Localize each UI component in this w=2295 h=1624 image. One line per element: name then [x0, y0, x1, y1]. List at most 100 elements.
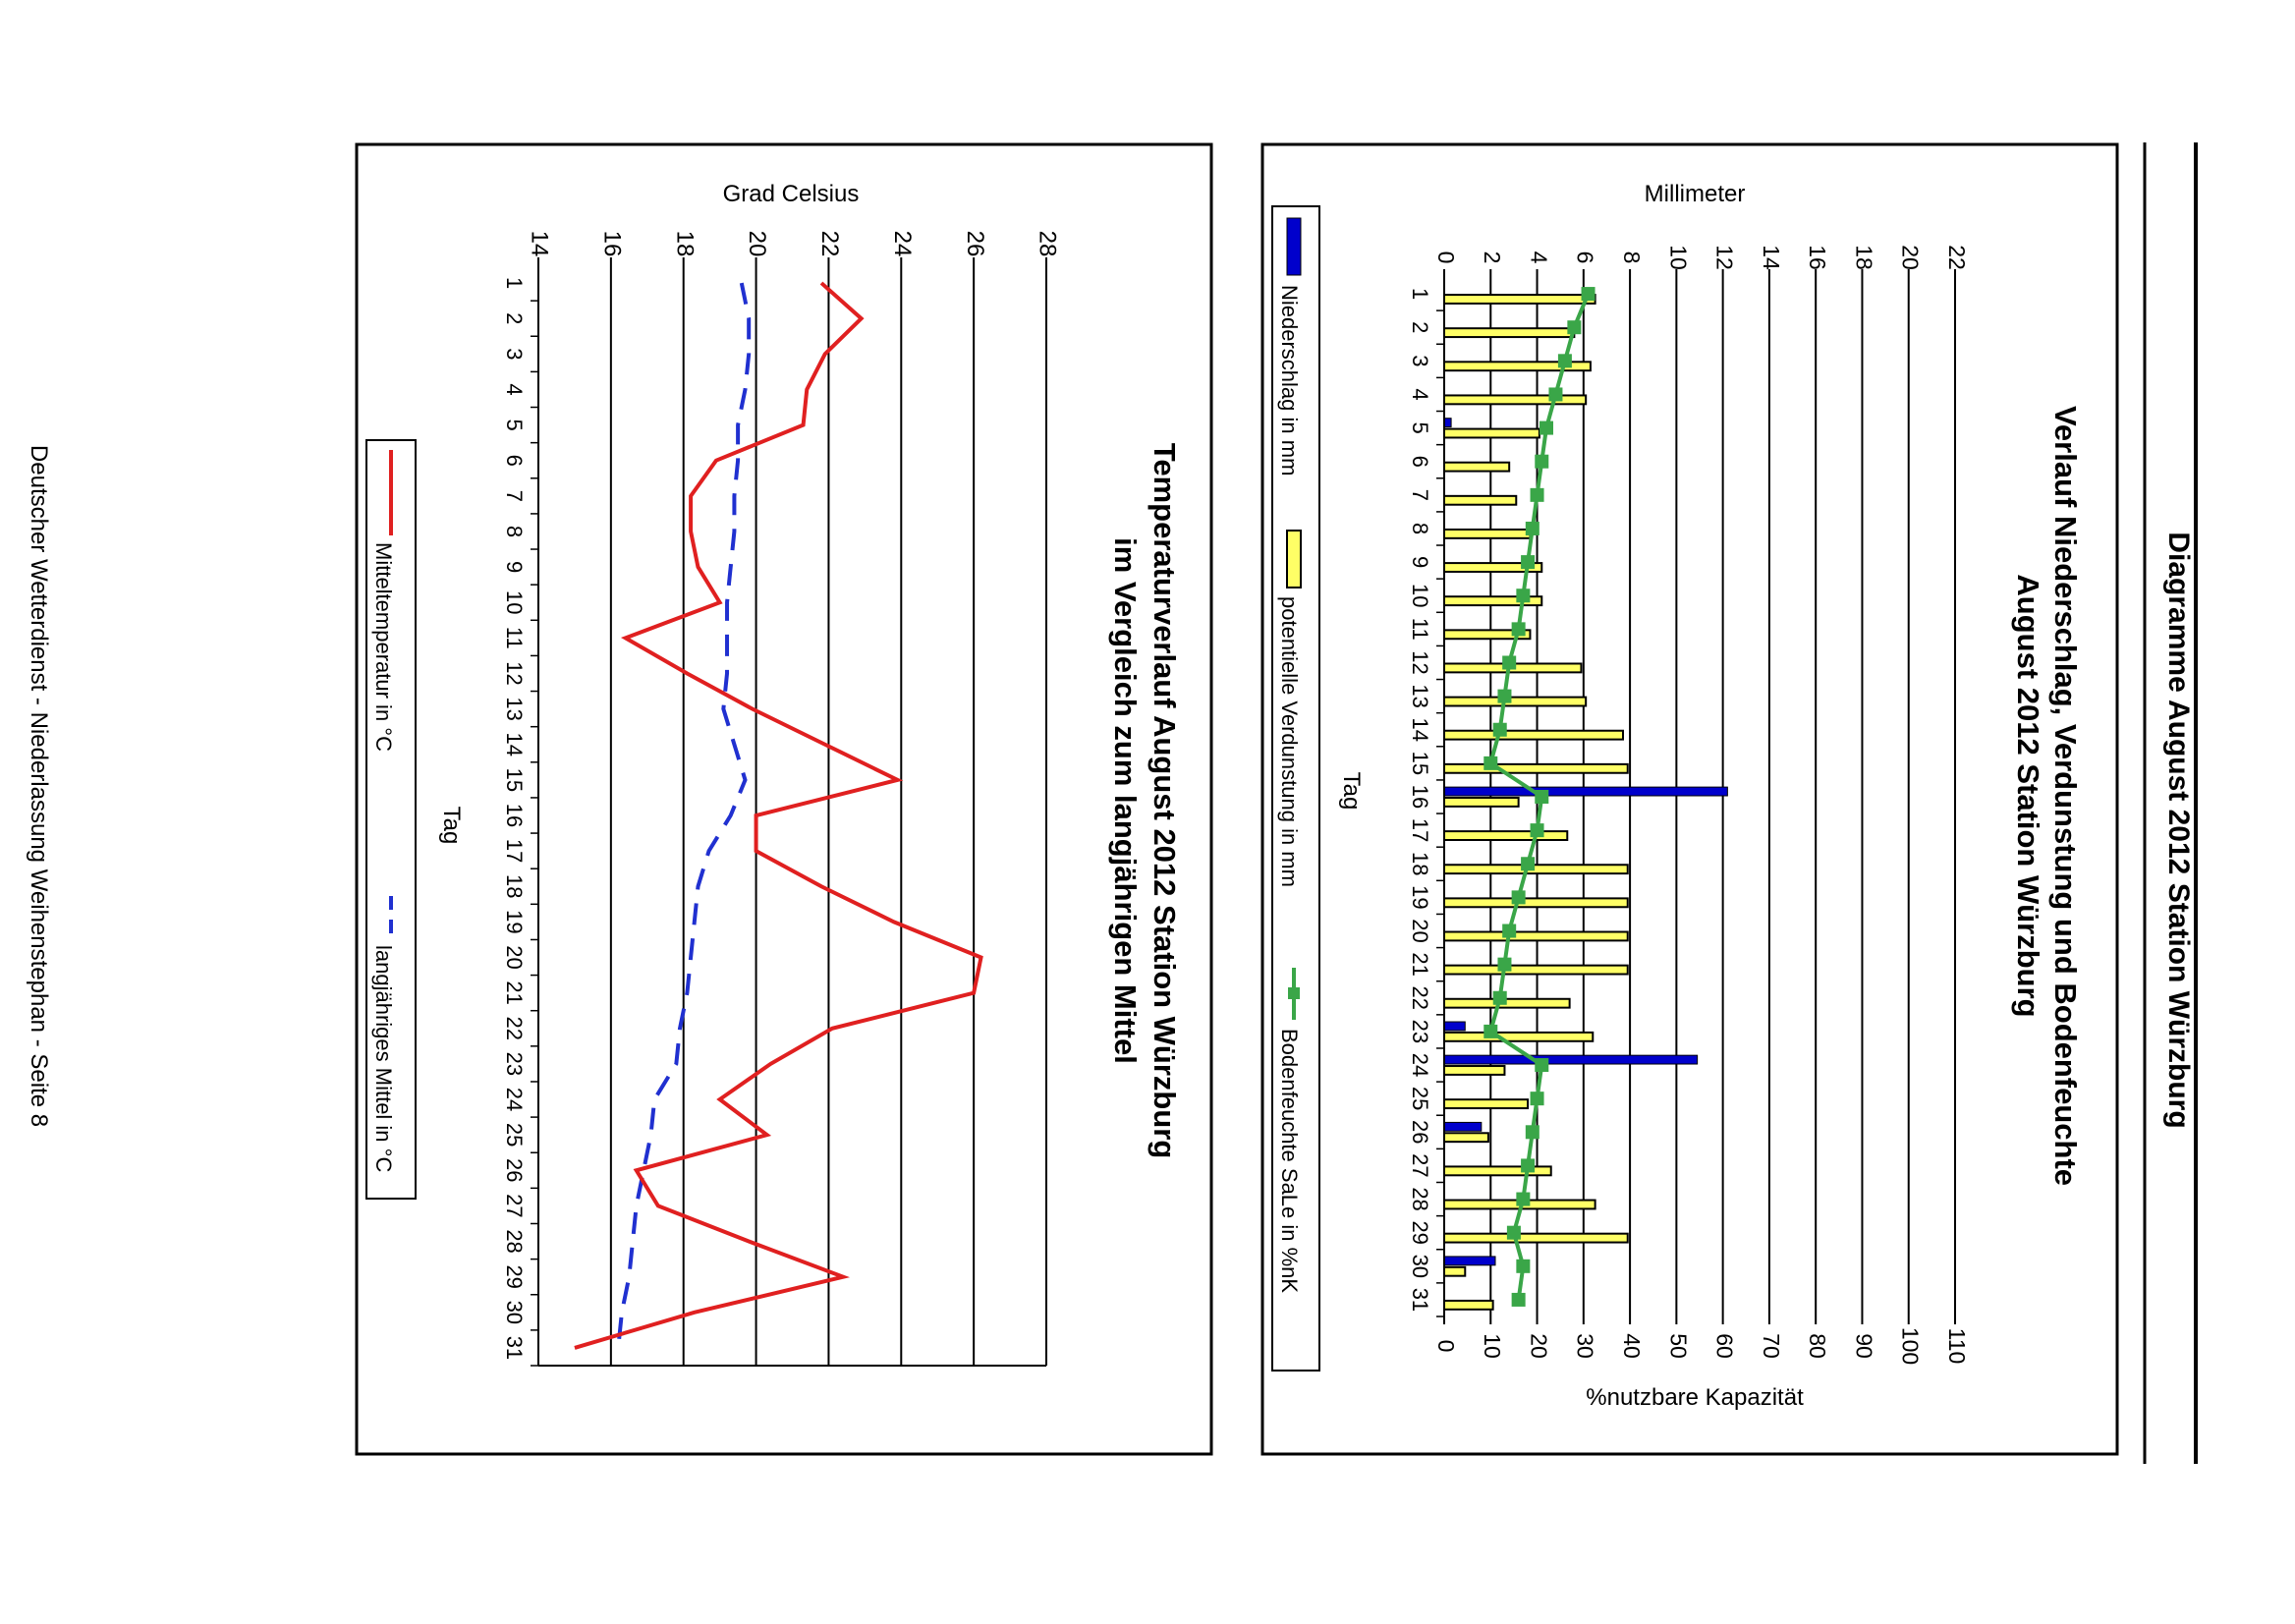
chart1-day-label: 25 [1408, 1087, 1432, 1110]
precip-bar [1443, 1121, 1483, 1132]
chart1-day-label: 1 [1408, 288, 1432, 300]
chart1-day-label: 22 [1408, 986, 1432, 1010]
chart1-day-label: 8 [1408, 523, 1432, 534]
chart1-y2label: %nutzbare Kapazität [1586, 1384, 1804, 1411]
chart1-day-label: 2 [1408, 321, 1432, 333]
evap-bar [1443, 696, 1588, 707]
evap-bar [1443, 897, 1629, 909]
chart2-day-label: 15 [502, 768, 527, 792]
soil-moisture-marker [1483, 1024, 1498, 1038]
soil-moisture-marker [1525, 1125, 1539, 1140]
chart2-day-label: 2 [502, 312, 527, 324]
evap-bar [1443, 930, 1629, 942]
chart2-day-label: 19 [502, 910, 527, 933]
chart2-day-label: 22 [502, 1017, 527, 1040]
soil-moisture-marker [1492, 722, 1507, 737]
chart1-y2tick-label: 0 [1433, 1340, 1459, 1353]
page-footer: Deutscher Wetterdienst - Niederlassung W… [26, 445, 52, 1127]
chart1-day-label: 23 [1408, 1020, 1432, 1043]
chart1-ytick-label: 12 [1712, 245, 1738, 270]
chart1-ylabel: Millimeter [1645, 181, 1746, 207]
legend-soil-label: Bodenfeuchte SaLe in %nK [1277, 1029, 1302, 1293]
soil-moisture-marker [1511, 1292, 1526, 1307]
soil-moisture-marker [1516, 1259, 1531, 1273]
chart1-ytick-label: 18 [1851, 245, 1876, 270]
chart2-ytick-label: 26 [962, 231, 988, 257]
chart2-day-label: 21 [502, 980, 527, 1004]
soil-moisture-marker [1497, 957, 1512, 972]
evap-bar [1443, 1065, 1506, 1076]
soil-moisture-marker [1497, 689, 1512, 703]
chart2-frame [355, 142, 1213, 1456]
evap-bar [1443, 864, 1629, 875]
chart1-day-label: 10 [1408, 584, 1432, 607]
legend-longterm-label: langjähriges Mittel in °C [371, 945, 396, 1172]
legend-mean-label: Mitteltemperatur in °C [371, 542, 396, 752]
chart2-day-label: 12 [502, 661, 527, 685]
precip-bar [1443, 786, 1728, 797]
chart1-day-label: 29 [1408, 1220, 1432, 1244]
chart2-day-label: 5 [502, 419, 527, 430]
mean-temperature-line [574, 281, 983, 1350]
chart1-title-line1: Verlauf Niederschlag, Verdunstung und Bo… [2048, 406, 2083, 1186]
evap-bar [1443, 494, 1518, 506]
evap-bar [1443, 1031, 1595, 1042]
chart2-day-label: 14 [502, 732, 527, 756]
chart1-day-label: 24 [1408, 1053, 1432, 1077]
chart2-day-label: 4 [502, 383, 527, 395]
evap-bar [1443, 762, 1629, 774]
chart1-ytick-label: 20 [1898, 245, 1924, 270]
chart2-day-label: 31 [502, 1336, 527, 1360]
chart2-day-label: 11 [502, 627, 527, 649]
chart1-xlabel: Tag [1338, 772, 1365, 811]
soil-moisture-marker [1521, 857, 1536, 871]
soil-moisture-marker [1521, 555, 1536, 570]
chart1-ytick-label: 6 [1573, 252, 1598, 264]
precip-bar [1443, 1021, 1466, 1032]
evap-bar [1443, 461, 1511, 473]
evap-bar [1443, 729, 1624, 741]
legend-evap-label: potentielle Verdunstung in mm [1277, 596, 1302, 887]
soil-moisture-marker [1502, 655, 1517, 670]
chart2-day-label: 10 [502, 590, 527, 614]
chart1-day-label: 14 [1408, 717, 1432, 741]
chart2-day-label: 29 [502, 1264, 527, 1288]
chart1-y2tick-label: 40 [1619, 1333, 1645, 1359]
chart1-y2tick-label: 80 [1805, 1333, 1830, 1359]
chart2-legend: Mitteltemperatur in °C langjähriges Mitt… [365, 439, 417, 1200]
chart1-ytick-label: 4 [1526, 252, 1551, 264]
chart1-y2tick-label: 20 [1526, 1333, 1551, 1359]
chart1-day-label: 7 [1408, 489, 1432, 501]
precip-bar [1443, 1256, 1496, 1266]
soil-moisture-marker [1548, 387, 1563, 402]
chart1-ytick-label: 22 [1944, 245, 1970, 270]
chart2-ytick-label: 18 [671, 231, 698, 257]
chart1-day-label: 20 [1408, 919, 1432, 942]
chart1-ytick-label: 16 [1805, 245, 1830, 270]
chart1-day-label: 11 [1408, 618, 1432, 641]
soil-moisture-marker [1511, 622, 1526, 637]
legend-precip-label: Niederschlag in mm [1277, 285, 1302, 476]
chart2-title-line2: im Vergleich zum langjährigen Mittel [1108, 537, 1143, 1064]
chart1-ytick-label: 0 [1433, 252, 1459, 264]
chart1-y2tick-label: 90 [1851, 1333, 1876, 1359]
evap-bar [1443, 1165, 1552, 1177]
chart2-day-label: 3 [502, 348, 527, 360]
chart1-legend: Niederschlag in mm potentielle Verdunstu… [1271, 205, 1320, 1372]
soil-moisture-marker [1525, 521, 1539, 535]
chart1-day-label: 27 [1408, 1153, 1432, 1177]
chart1-ytick-label: 2 [1480, 252, 1505, 264]
temperature-chart: Temperaturverlauf August 2012 Station Wü… [365, 181, 1182, 1367]
chart1-y2tick-label: 110 [1944, 1328, 1970, 1365]
chart2-day-label: 9 [502, 561, 527, 573]
chart1-day-label: 6 [1408, 456, 1432, 468]
evap-bar [1443, 1299, 1494, 1311]
soil-moisture-marker [1516, 588, 1531, 603]
chart1-day-label: 21 [1408, 952, 1432, 976]
long-term-mean-line [616, 282, 752, 1349]
chart2-day-label: 30 [502, 1301, 527, 1324]
chart2-xlabel: Tag [438, 807, 465, 845]
soil-moisture-marker [1492, 990, 1507, 1005]
evap-bar [1443, 964, 1629, 976]
precip-bar [1443, 418, 1452, 428]
